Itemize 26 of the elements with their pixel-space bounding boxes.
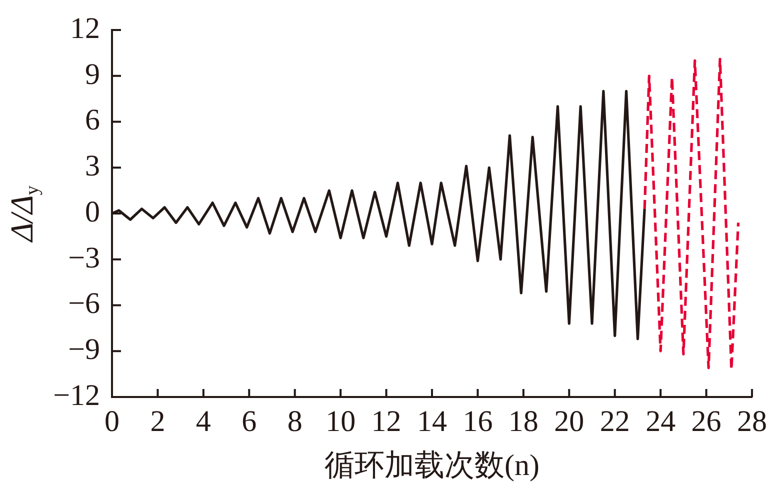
line-series [643, 58, 740, 371]
y-tick-label: −3 [68, 241, 100, 274]
y-tick-label: −9 [68, 333, 100, 366]
x-tick-label: 4 [196, 404, 211, 438]
y-tick-label: 9 [85, 58, 100, 91]
x-tick-label: 12 [371, 404, 402, 438]
x-tick-label: 22 [600, 404, 630, 438]
y-axis-title: Δ/Δy [3, 185, 43, 244]
x-tick-label: 24 [646, 404, 676, 438]
y-tick-label: −12 [53, 378, 100, 412]
x-tick-label: 28 [737, 404, 767, 438]
y-tick-label: 0 [85, 195, 100, 228]
y-tick-label: 3 [85, 150, 100, 182]
x-tick-label: 8 [287, 404, 302, 438]
x-tick-label: 10 [326, 404, 356, 438]
x-tick-label: 26 [691, 404, 722, 438]
y-tick-label: 6 [85, 104, 100, 137]
x-tick-label: 18 [508, 404, 538, 438]
x-tick-label: 14 [417, 404, 447, 438]
x-tick-label: 2 [150, 404, 166, 438]
x-axis-title: 循环加载次数(n) [324, 448, 540, 482]
x-tick-label: 20 [554, 404, 584, 438]
x-tick-label: 6 [242, 404, 257, 438]
x-tick-label: 16 [462, 404, 493, 438]
y-tick-label: −6 [68, 287, 100, 320]
y-tick-label: 12 [70, 12, 100, 45]
